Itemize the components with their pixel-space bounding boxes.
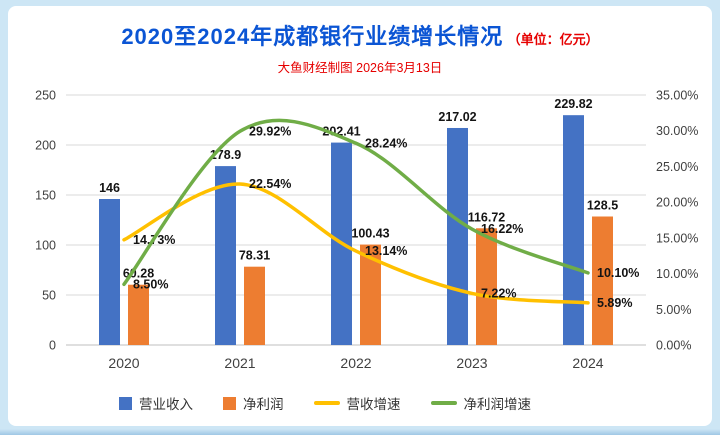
line-value-label: 16.22%: [481, 222, 523, 236]
legend-item-revenue-growth: 营收增速: [313, 393, 401, 413]
bar-value-label: 128.5: [587, 199, 618, 213]
left-axis-tick: 50: [42, 289, 56, 303]
line-value-label: 8.50%: [133, 277, 168, 291]
line-value-label: 5.89%: [597, 296, 632, 310]
x-axis-label: 2020: [108, 355, 139, 371]
left-axis-tick: 0: [49, 339, 56, 353]
bar-value-label: 217.02: [438, 110, 476, 124]
legend-swatch-net-profit: [223, 396, 236, 410]
x-axis-label: 2023: [456, 355, 487, 371]
bar-value-label: 146: [99, 181, 120, 195]
bar-value-label: 100.43: [351, 227, 389, 241]
bar-营业收入: [447, 127, 468, 345]
bar-净利润: [360, 244, 381, 345]
line-value-label: 7.22%: [481, 286, 516, 300]
legend-item-revenue: 营业收入: [119, 393, 193, 413]
line-value-label: 22.54%: [249, 177, 291, 191]
bar-营业收入: [215, 166, 236, 345]
left-axis-tick: 250: [35, 89, 56, 103]
window-bottom-strip: [0, 429, 720, 435]
line-value-label: 29.92%: [249, 124, 291, 138]
x-axis-label: 2022: [340, 355, 371, 371]
legend-item-profit-growth: 净利润增速: [430, 393, 532, 413]
legend-label-revenue-growth: 营收增速: [346, 397, 401, 412]
right-axis-tick: 25.00%: [656, 160, 698, 174]
bar-营业收入: [563, 115, 584, 346]
bar-value-label: 78.31: [239, 249, 270, 263]
bar-净利润: [476, 228, 497, 345]
line-净利润增速: [122, 118, 590, 287]
chart-title: 2020至2024年成都银行业绩增长情况 （单位：亿元）: [8, 19, 712, 51]
line-value-label: 13.14%: [365, 244, 407, 258]
legend-swatch-profit-growth: [430, 401, 457, 405]
right-axis-tick: 30.00%: [656, 124, 698, 138]
right-axis-tick: 5.00%: [656, 303, 691, 317]
line-营收增速: [122, 182, 590, 305]
legend-swatch-revenue-growth: [313, 401, 340, 405]
left-axis-tick: 200: [35, 139, 56, 153]
right-axis-tick: 10.00%: [656, 267, 698, 281]
unit-note: （单位：亿元）: [507, 32, 599, 47]
bar-净利润: [128, 284, 149, 345]
bar-value-label: 229.82: [554, 97, 592, 111]
left-axis-tick: 100: [35, 239, 56, 253]
legend-label-revenue: 营业收入: [139, 397, 193, 412]
bar-value-label: 116.72: [468, 210, 506, 224]
x-axis-label: 2021: [224, 355, 255, 371]
legend-swatch-revenue: [119, 396, 132, 410]
right-axis-tick: 0.00%: [656, 339, 691, 353]
chart-subtitle: 大鱼财经制图 2026年3月13日: [277, 61, 443, 75]
bar-净利润: [244, 266, 265, 345]
x-axis-label: 2024: [572, 355, 603, 371]
chart-legend: 营业收入 净利润 营收增速 净利润增速: [8, 393, 712, 413]
combo-chart: 0 50 100 150 200 250 0.00% 5.00% 10.00% 15.00% 20.…: [35, 89, 698, 372]
right-axis-tick: 15.00%: [656, 231, 698, 245]
line-value-label: 28.24%: [365, 136, 407, 150]
chart-panel: 2020至2024年成都银行业绩增长情况 （单位：亿元） 大鱼财经制图 2026…: [8, 6, 712, 426]
legend-label-net-profit: 净利润: [243, 397, 284, 412]
line-value-label: 10.10%: [597, 266, 639, 280]
left-axis-tick: 150: [35, 189, 56, 203]
right-axis-tick: 20.00%: [656, 196, 698, 210]
chart-title-text: 2020至2024年成都银行业绩增长情况: [121, 24, 504, 49]
legend-label-profit-growth: 净利润增速: [463, 397, 532, 412]
right-axis-tick: 35.00%: [656, 89, 698, 103]
legend-item-net-profit: 净利润: [223, 393, 284, 413]
bar-营业收入: [99, 199, 120, 345]
bar-净利润: [592, 216, 613, 345]
